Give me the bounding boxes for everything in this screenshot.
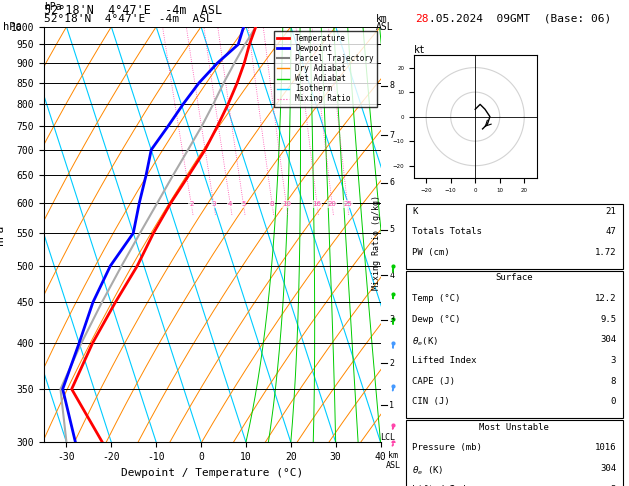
Text: 10: 10 [282,201,291,207]
Text: LCL: LCL [381,433,396,442]
Text: 5: 5 [389,225,394,234]
Text: 25: 25 [343,201,352,207]
Text: 21: 21 [606,207,616,216]
Text: 3: 3 [389,315,394,324]
Text: 8: 8 [270,201,274,207]
Bar [406,420,623,486]
Text: 47: 47 [606,227,616,236]
Text: $\theta_e$ (K): $\theta_e$ (K) [412,464,443,477]
Text: 7: 7 [389,131,394,139]
Text: ASL: ASL [376,22,394,32]
Text: km
ASL: km ASL [386,451,401,470]
Text: 6: 6 [389,178,394,188]
Text: Dewp (°C): Dewp (°C) [412,315,460,324]
Bar [406,271,623,418]
Text: 1: 1 [389,401,394,410]
Legend: Temperature, Dewpoint, Parcel Trajectory, Dry Adiabat, Wet Adiabat, Isotherm, Mi: Temperature, Dewpoint, Parcel Trajectory… [274,31,377,106]
Text: 5: 5 [242,201,245,207]
Text: Lifted Index: Lifted Index [412,356,477,365]
Text: 8: 8 [389,81,394,90]
Text: 2: 2 [189,201,194,207]
Text: Lifted Index: Lifted Index [412,485,477,486]
Text: 16: 16 [313,201,321,207]
Text: 28: 28 [415,14,428,24]
Text: hPa: hPa [44,2,62,12]
Text: 52°18'N  4°47'E  -4m  ASL: 52°18'N 4°47'E -4m ASL [44,4,222,17]
Text: 304: 304 [600,464,616,473]
Text: Pressure (mb): Pressure (mb) [412,444,482,452]
Text: km: km [376,14,388,24]
Text: CIN (J): CIN (J) [412,398,450,406]
Text: 20: 20 [328,201,337,207]
Text: $\theta_e$(K): $\theta_e$(K) [412,335,438,348]
Text: 1016: 1016 [594,444,616,452]
Text: 0: 0 [611,398,616,406]
Text: Most Unstable: Most Unstable [479,423,549,432]
Text: 3: 3 [611,356,616,365]
Text: Totals Totals: Totals Totals [412,227,482,236]
Text: 3: 3 [211,201,216,207]
Text: K: K [412,207,418,216]
Text: 8: 8 [611,377,616,386]
Text: 1.72: 1.72 [594,248,616,257]
Text: Surface: Surface [496,273,533,282]
Text: Temp (°C): Temp (°C) [412,294,460,303]
Text: hPa: hPa [3,22,22,32]
Text: CAPE (J): CAPE (J) [412,377,455,386]
Text: 9.5: 9.5 [600,315,616,324]
Y-axis label: hPa: hPa [0,225,5,244]
Text: .05.2024  09GMT  (Base: 06): .05.2024 09GMT (Base: 06) [429,14,611,24]
Text: 12.2: 12.2 [594,294,616,303]
Text: 2: 2 [389,359,394,367]
Text: kt: kt [414,45,426,55]
Text: 4: 4 [389,271,394,280]
Text: 4: 4 [228,201,233,207]
Bar [406,204,623,269]
Text: 52°18'N  4°47'E  -4m  ASL: 52°18'N 4°47'E -4m ASL [44,14,213,24]
Text: PW (cm): PW (cm) [412,248,450,257]
X-axis label: Dewpoint / Temperature (°C): Dewpoint / Temperature (°C) [121,468,303,478]
Text: Mixing Ratio (g/kg): Mixing Ratio (g/kg) [372,195,381,291]
Text: 304: 304 [600,335,616,345]
Text: 3: 3 [611,485,616,486]
